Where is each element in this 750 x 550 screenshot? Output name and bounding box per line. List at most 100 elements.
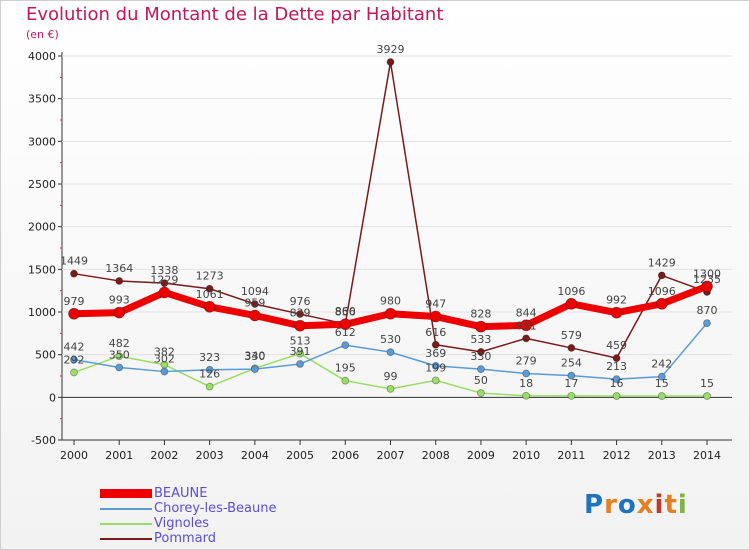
data-point-chorey-les-beaune: [341, 341, 350, 350]
data-point-vignoles: [70, 368, 78, 377]
data-label-pommard: 616: [425, 326, 446, 339]
data-label-vignoles: 382: [154, 346, 175, 359]
data-label-pommard: 1273: [196, 270, 224, 283]
data-point-beaune: [158, 286, 171, 299]
data-point-chorey-les-beaune: [703, 319, 711, 327]
legend-label: Pommard: [154, 531, 216, 546]
y-tick-label: 1500: [28, 263, 56, 276]
data-point-beaune: [565, 297, 578, 310]
data-label-vignoles: 15: [655, 377, 669, 390]
data-label-vignoles: 16: [610, 377, 624, 390]
y-tick-label: 500: [35, 349, 56, 362]
data-point-chorey-les-beaune: [431, 361, 440, 370]
data-point-pommard: [657, 271, 666, 280]
x-tick-label: 2003: [196, 449, 224, 462]
data-point-pommard: [431, 340, 440, 349]
data-point-pommard: [250, 300, 259, 308]
x-tick-label: 2014: [693, 449, 721, 462]
data-label-chorey-les-beaune: 330: [244, 350, 265, 363]
x-tick-label: 2005: [286, 449, 314, 462]
chart-axes: -500 0 500 1000 1500 2000 2500 3000 3500 4000 2000…: [28, 50, 732, 462]
proxiti-logo: Proxiti: [584, 490, 688, 520]
data-point-vignoles: [567, 391, 576, 400]
legend-label: BEAUNE: [154, 486, 208, 501]
legend-swatch-vignoles: [100, 522, 152, 525]
x-tick-label: 2007: [377, 449, 405, 462]
data-point-chorey-les-beaune: [477, 365, 485, 374]
data-label-beaune: 993: [109, 294, 130, 307]
data-label-chorey-les-beaune: 442: [64, 341, 85, 354]
data-label-chorey-les-beaune: 350: [109, 348, 130, 361]
y-tick-label: 2000: [28, 221, 56, 234]
data-point-beaune: [294, 319, 306, 332]
data-point-vignoles: [341, 376, 350, 385]
legend-label: Vignoles: [154, 516, 210, 531]
data-point-vignoles: [115, 352, 124, 361]
data-label-beaune: 992: [606, 294, 627, 307]
data-label-beaune: 947: [425, 298, 446, 311]
data-label-chorey-les-beaune: 213: [606, 360, 627, 373]
data-point-chorey-les-beaune: [522, 369, 531, 378]
x-tick-label: 2013: [648, 449, 676, 462]
data-label-vignoles: 126: [199, 368, 220, 381]
data-label-pommard: 691: [516, 319, 537, 332]
data-label-beaune: 1061: [196, 288, 224, 301]
data-point-vignoles: [431, 376, 440, 385]
y-tick-label: -500: [31, 434, 56, 447]
data-point-chorey-les-beaune: [115, 363, 124, 372]
data-label-beaune: 1096: [557, 285, 585, 298]
data-point-pommard: [70, 269, 78, 278]
data-label-vignoles: 340: [244, 349, 265, 362]
x-tick-label: 2006: [331, 449, 359, 462]
data-label-pommard: 976: [290, 295, 311, 308]
data-point-chorey-les-beaune: [567, 371, 576, 380]
data-point-vignoles: [296, 349, 304, 358]
data-label-chorey-les-beaune: 330: [470, 350, 491, 363]
data-label-pommard: 459: [606, 339, 627, 352]
legend-item-pommard: Pommard: [100, 531, 276, 546]
x-tick-label: 2000: [60, 449, 88, 462]
data-point-vignoles: [205, 382, 214, 391]
data-label-chorey-les-beaune: 302: [154, 353, 175, 366]
data-label-pommard: 1429: [648, 256, 676, 269]
data-label-vignoles: 99: [384, 370, 398, 383]
data-label-chorey-les-beaune: 530: [380, 333, 401, 346]
data-label-beaune: 959: [244, 296, 265, 309]
data-point-beaune: [701, 280, 713, 293]
data-label-chorey-les-beaune: 369: [425, 347, 446, 360]
data-point-pommard: [205, 284, 214, 293]
legend-item-vignoles: Vignoles: [100, 516, 276, 531]
y-tick-label: 1000: [28, 306, 56, 319]
data-point-pommard: [296, 310, 304, 318]
x-tick-label: 2009: [467, 449, 495, 462]
data-label-pommard: 1094: [241, 285, 269, 298]
x-tick-label: 2002: [150, 449, 178, 462]
data-label-pommard: 1235: [693, 273, 721, 286]
data-label-chorey-les-beaune: 612: [335, 326, 356, 339]
legend-item-chorey-les-beaune: Chorey-les-Beaune: [100, 501, 276, 516]
data-label-beaune: 839: [290, 307, 311, 320]
data-labels: 979 993 1229 1061 959 839 856 980 947 828 844 1096 9…: [60, 43, 721, 390]
data-label-vignoles: 195: [335, 362, 356, 375]
data-point-pommard: [567, 344, 576, 352]
chart-legend: BEAUNE Chorey-les-Beaune Vignoles Pommard: [100, 486, 276, 546]
data-point-beaune: [68, 307, 80, 320]
legend-label: Chorey-les-Beaune: [154, 501, 277, 516]
data-point-vignoles: [386, 384, 395, 393]
data-label-beaune: 1300: [693, 267, 721, 280]
data-point-chorey-les-beaune: [657, 372, 666, 381]
x-tick-label: 2001: [105, 449, 133, 462]
data-label-beaune: 856: [335, 305, 356, 318]
legend-swatch-beaune: [100, 489, 152, 498]
data-label-vignoles: 50: [474, 374, 488, 387]
data-point-beaune: [339, 318, 352, 331]
data-point-pommard: [115, 277, 124, 285]
data-point-chorey-les-beaune: [386, 348, 395, 357]
data-point-pommard: [477, 347, 485, 356]
data-point-chorey-les-beaune: [612, 375, 621, 384]
data-label-vignoles: 482: [109, 337, 130, 350]
data-point-pommard: [160, 279, 169, 288]
data-point-vignoles: [657, 392, 666, 400]
legend-item-beaune: BEAUNE: [100, 486, 276, 501]
x-tick-label: 2004: [241, 449, 269, 462]
